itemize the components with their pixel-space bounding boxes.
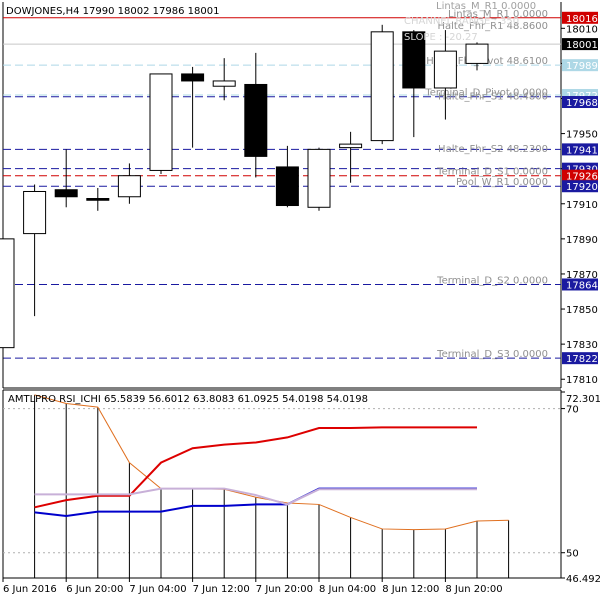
level-line-label: Terminal_D_Pivot 0.0000 xyxy=(424,88,548,99)
candle-body-bearish xyxy=(181,73,205,82)
price-tick-label: 17910 xyxy=(566,200,598,211)
level-line-label: Terminal_D_S3 0.0000 xyxy=(436,349,548,360)
time-tick-label: 7 Jun 04:00 xyxy=(129,584,186,595)
indicator-title: AMTLPRO RSI_ICHI 65.5839 56.6012 63.8083… xyxy=(8,394,368,405)
candle-body-bullish xyxy=(117,175,141,198)
price-tags-group: 1801618001179891797217968179411793017926… xyxy=(562,11,598,365)
price-tick-label: 17870 xyxy=(566,270,598,281)
price-tag: 17920 xyxy=(566,182,598,193)
candle-body-bullish xyxy=(339,143,363,149)
symbol-label: DOWJONES,H4 17990 18002 17986 18001 xyxy=(6,6,219,17)
candle-body-bullish xyxy=(149,73,173,171)
price-tag-box xyxy=(562,96,598,109)
price-tag-box xyxy=(562,180,598,193)
indicator-tick-label: 46.4924 xyxy=(566,574,600,585)
candles-group xyxy=(0,24,489,383)
price-tag-box xyxy=(562,59,598,72)
price-tick-label: 17830 xyxy=(566,340,598,351)
price-tag-box xyxy=(562,352,598,365)
candle-body-bearish xyxy=(54,189,78,198)
time-tick-label: 7 Jun 20:00 xyxy=(256,584,313,595)
price-tag-box xyxy=(562,278,598,291)
level-line-label: Pool_W_R1 0.0000 xyxy=(456,177,548,188)
price-tag-box xyxy=(562,169,598,182)
price-tag-box xyxy=(562,38,598,51)
lintas-label: Lintas_M_R1 0.0000 xyxy=(436,1,536,12)
price-tag: 17926 xyxy=(566,172,598,183)
level-line-label: Halte_Fhr_S2 48.2300 xyxy=(438,144,548,155)
level-line-label: Lintas_M_R1 0.0000 xyxy=(448,9,548,20)
candle-body-bullish xyxy=(307,148,331,208)
price-tag: 17989 xyxy=(566,61,598,72)
price-tag: 17941 xyxy=(566,145,598,156)
level-line-label: Halte_Fhr_S1 48.4800 xyxy=(438,91,548,102)
time-tick-label: 6 Jun 20:00 xyxy=(66,584,123,595)
price-tick-label: 17950 xyxy=(566,130,598,141)
time-tick-label: 8 Jun 12:00 xyxy=(382,584,439,595)
indicator-series-line xyxy=(34,487,477,506)
slope-label: SLOPE : -20.27 xyxy=(404,32,478,43)
level-line-label: Terminal_D_S2 0.0000 xyxy=(436,275,548,286)
level-line-label: Halte_Fhr_R1 48.8600 xyxy=(437,21,548,32)
price-tag: 18016 xyxy=(566,14,598,25)
price-tag: 17968 xyxy=(566,98,598,109)
price-tick-label: 17890 xyxy=(566,235,598,246)
time-tick-label: 6 Jun 2016 xyxy=(3,584,57,595)
time-axis-group: 6 Jun 2016 6 Jun 20:00 7 Jun 04:00 7 Jun 12… xyxy=(2,578,503,595)
time-tick-label: 8 Jun 20:00 xyxy=(445,584,502,595)
price-tick-label: 17810 xyxy=(566,375,598,386)
candle-body-bullish xyxy=(465,43,489,64)
time-tick-label: 8 Jun 04:00 xyxy=(319,584,376,595)
price-tag: 17822 xyxy=(566,354,598,365)
indicator-tick-label: 70 xyxy=(566,405,579,416)
price-tick-label: 17850 xyxy=(566,305,598,316)
price-tag: 18001 xyxy=(566,40,598,51)
candle-body-bullish xyxy=(370,31,394,142)
candle-body-bullish xyxy=(212,80,236,87)
candle-body-bearish xyxy=(86,198,110,201)
channel-range-label: CHANNEL RANGE : 350 xyxy=(404,16,519,27)
indicator-group: 72.301570 50 46.4924 xyxy=(2,391,600,585)
indicator-tick-label: 50 xyxy=(566,549,579,560)
candle-body-bullish xyxy=(433,50,457,89)
price-tick-label: 18010 xyxy=(566,24,598,35)
price-tag-box xyxy=(562,11,598,24)
candle-body-bullish xyxy=(0,238,15,349)
candle-body-bullish xyxy=(23,190,47,235)
level-line-label: Terminal_D_S1 0.0000 xyxy=(436,167,548,178)
price-tag: 17864 xyxy=(566,280,598,291)
time-tick-label: 7 Jun 12:00 xyxy=(193,584,250,595)
candle-body-bearish xyxy=(244,83,268,157)
candle-body-bearish xyxy=(402,31,426,89)
indicator-series-line xyxy=(34,426,477,509)
price-tag-box xyxy=(562,143,598,156)
candle-body-bearish xyxy=(275,166,299,207)
indicator-tick-label: 72.3015 xyxy=(566,394,600,405)
